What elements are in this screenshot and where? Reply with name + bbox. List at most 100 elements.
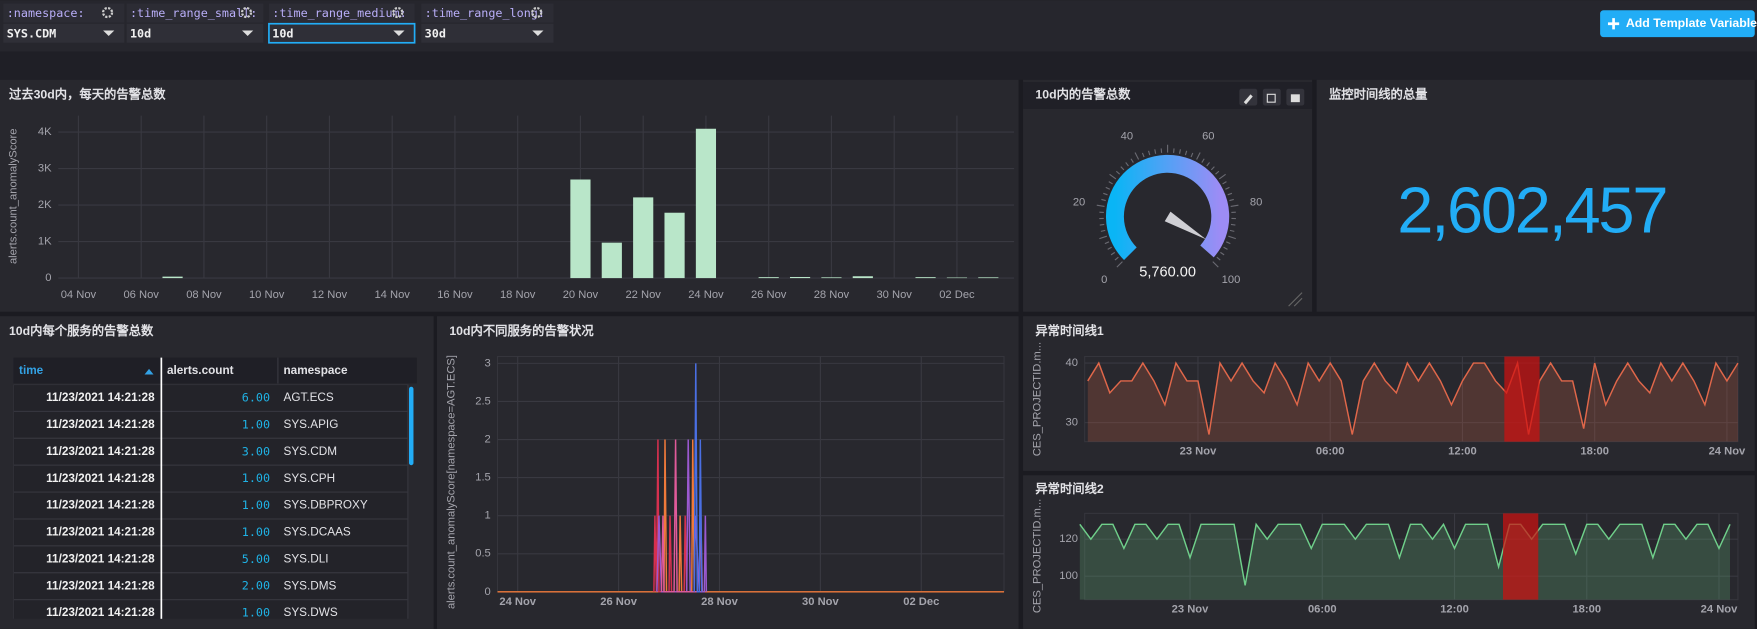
gauge-minor-tick bbox=[1100, 229, 1106, 232]
panel-tools[interactable] bbox=[1239, 88, 1305, 307]
x-tick-label: 04 Nov bbox=[61, 289, 97, 301]
template-variable[interactable]: :time_range_long: 30d bbox=[421, 3, 554, 43]
gauge-minor-tick bbox=[1206, 162, 1210, 167]
template-variable[interactable]: :time_range_small: 10d bbox=[126, 3, 264, 43]
scrollbar-thumb[interactable] bbox=[408, 386, 414, 466]
gauge-minor-tick bbox=[1230, 204, 1239, 208]
cell-namespace: SYS.DMS bbox=[283, 579, 336, 592]
resize-handle[interactable] bbox=[1288, 292, 1303, 307]
panel-title: 10d内不同服务的告警状况 bbox=[449, 323, 594, 338]
y-tick-label: 0 bbox=[45, 272, 51, 284]
gauge-minor-tick bbox=[1108, 181, 1113, 185]
dropdown-arrow bbox=[393, 30, 405, 37]
x-tick-label: 02 Dec bbox=[903, 596, 939, 608]
gauge-minor-tick bbox=[1201, 158, 1205, 163]
plus-icon bbox=[1607, 18, 1620, 30]
gear-icon[interactable] bbox=[531, 6, 543, 19]
plot-area bbox=[1084, 355, 1739, 443]
table-row bbox=[13, 572, 409, 601]
add-button[interactable]: Add Template Variable bbox=[1600, 10, 1757, 38]
panel-title: 异常时间线1 bbox=[1035, 323, 1104, 338]
cell-count: 2.00 bbox=[242, 579, 270, 593]
cell-namespace: SYS.DLI bbox=[283, 552, 328, 565]
y-tick-label: 1K bbox=[38, 236, 52, 248]
cell-namespace: SYS.APIG bbox=[283, 418, 338, 431]
gear-icon[interactable] bbox=[240, 6, 253, 19]
x-tick-label: 18:00 bbox=[1572, 604, 1601, 616]
duplicate-icon bbox=[1266, 93, 1276, 103]
gauge-minor-tick bbox=[1115, 170, 1121, 175]
panel bbox=[1023, 316, 1755, 471]
template-variable[interactable]: :time_range_medium: 10d bbox=[268, 3, 416, 44]
gauge-minor-tick bbox=[1141, 152, 1145, 158]
cell-time: 11/23/2021 14:21:28 bbox=[46, 552, 155, 565]
dropdown-arrow bbox=[242, 30, 254, 37]
table-header-bg bbox=[13, 357, 417, 384]
bar bbox=[852, 276, 873, 279]
x-tick-label: 06:00 bbox=[1308, 604, 1337, 616]
cell-time: 11/23/2021 14:21:28 bbox=[46, 445, 155, 458]
gear-icon[interactable] bbox=[392, 6, 404, 19]
cell-time: 11/23/2021 14:21:28 bbox=[46, 606, 155, 619]
gauge-minor-tick bbox=[1225, 241, 1231, 245]
gauge-minor-tick bbox=[1130, 158, 1134, 163]
cell-time: 11/23/2021 14:21:28 bbox=[46, 526, 155, 539]
cell-count: 6.00 bbox=[242, 390, 270, 404]
button-label[interactable]: Add Template Variable bbox=[1626, 16, 1757, 30]
delete-icon bbox=[1290, 94, 1300, 103]
y-axis-label: alerts.count_anomalyScore bbox=[7, 128, 19, 264]
x-tick-label: 12:00 bbox=[1440, 604, 1469, 616]
gauge-minor-tick bbox=[1103, 192, 1108, 196]
gauge-tick-label: 80 bbox=[1250, 196, 1262, 208]
cell-namespace: SYS.DCAAS bbox=[283, 526, 350, 539]
gauge-tick-label: 100 bbox=[1222, 274, 1241, 286]
bar bbox=[946, 277, 968, 279]
duplicate-button[interactable] bbox=[1262, 88, 1281, 106]
cell-namespace: SYS.DBPROXY bbox=[283, 499, 367, 512]
column-header[interactable]: time bbox=[19, 364, 44, 377]
x-tick-label: 20 Nov bbox=[563, 289, 599, 301]
gauge-minor-tick bbox=[1227, 192, 1233, 196]
x-tick-label: 16 Nov bbox=[437, 289, 473, 301]
plot-area bbox=[1084, 512, 1739, 601]
cell-count: 1.00 bbox=[242, 525, 270, 539]
gear-icon[interactable] bbox=[101, 6, 114, 19]
y-tick-label: 2K bbox=[38, 199, 52, 211]
gauge-tick-label: 0 bbox=[1101, 274, 1107, 286]
variable-dropdown[interactable] bbox=[421, 23, 554, 43]
gauge-minor-tick bbox=[1125, 162, 1129, 167]
cell-namespace: SYS.DWS bbox=[283, 606, 337, 619]
cell-count: 1.00 bbox=[242, 606, 270, 620]
x-tick-label: 06 Nov bbox=[123, 289, 159, 301]
y-tick-label: 1 bbox=[485, 510, 491, 522]
variable-value: 10d bbox=[130, 26, 151, 40]
gauge-arc bbox=[1105, 154, 1230, 261]
bar bbox=[695, 128, 717, 279]
column-header[interactable]: alerts.count bbox=[167, 364, 234, 377]
cell-namespace: SYS.CPH bbox=[283, 472, 335, 485]
gauge-minor-tick bbox=[1228, 235, 1236, 240]
variable-label-bg bbox=[3, 3, 125, 23]
table-row bbox=[13, 410, 409, 439]
gauge-minor-tick bbox=[1229, 229, 1235, 232]
column-header[interactable]: namespace bbox=[283, 364, 347, 377]
cell-time: 11/23/2021 14:21:28 bbox=[46, 418, 155, 431]
variable-dropdown[interactable] bbox=[126, 23, 264, 43]
y-tick-label: 1.5 bbox=[475, 472, 491, 484]
gauge-minor-tick bbox=[1210, 166, 1215, 171]
bar bbox=[789, 276, 811, 279]
single-stat-value: 2,602,457 bbox=[1397, 174, 1666, 247]
gauge-minor-tick bbox=[1147, 150, 1151, 156]
variable-name: :time_range_medium: bbox=[272, 6, 406, 20]
y-tick-label: 100 bbox=[1059, 570, 1078, 582]
variable-dropdown[interactable] bbox=[3, 23, 125, 43]
variable-dropdown[interactable] bbox=[268, 22, 416, 44]
x-tick-label: 23 Nov bbox=[1172, 604, 1209, 616]
template-variable[interactable]: :namespace: SYS.CDM bbox=[3, 3, 125, 43]
gauge-minor-tick bbox=[1220, 251, 1225, 256]
table-row bbox=[13, 518, 409, 547]
panel-title: 10d内每个服务的告警总数 bbox=[9, 323, 154, 338]
table-body: 11/23/2021 14:21:28 6.00 AGT.ECS 11/23/2021… bbox=[13, 384, 409, 620]
button-bg[interactable] bbox=[1600, 10, 1755, 38]
